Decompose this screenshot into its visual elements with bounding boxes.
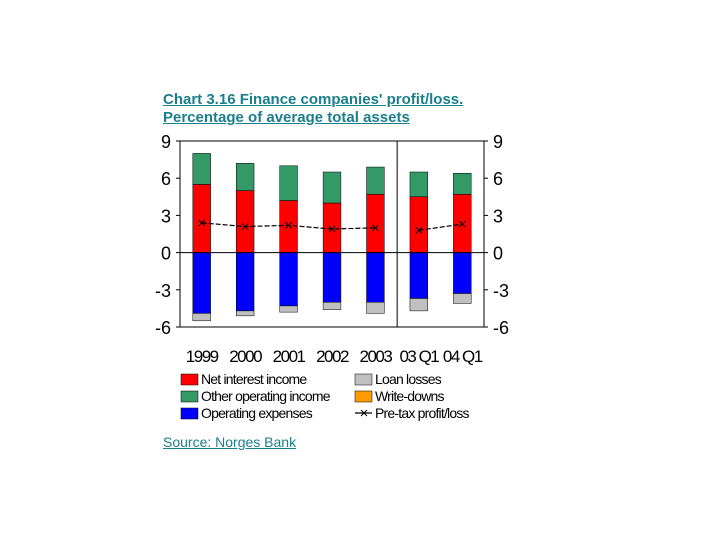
legend-label: Pre-tax profit/loss — [375, 405, 470, 421]
chart-title-line-1: Chart 3.16 Finance companies' profit/los… — [163, 91, 464, 108]
y-tick-label-left: 9 — [161, 132, 171, 152]
x-category-label: 03 Q1 — [399, 347, 439, 366]
source-note: Source: Norges Bank — [163, 434, 297, 450]
pre-tax-profit-point — [241, 223, 249, 230]
bar-operating-expenses — [366, 252, 385, 303]
bar-loan-losses — [235, 310, 255, 317]
bar-loan-losses — [192, 313, 211, 322]
y-tick-label-right: 0 — [493, 244, 503, 264]
pre-tax-profit-point — [328, 225, 336, 233]
bar-operating-expenses — [192, 252, 211, 314]
bar-operating-expenses — [322, 252, 342, 303]
bar-loan-losses — [453, 293, 472, 304]
bar-operating-expenses — [453, 252, 472, 294]
legend-swatch — [180, 390, 199, 403]
y-tick-label-left: 0 — [161, 244, 171, 264]
bar-net-interest-income — [235, 190, 255, 253]
chart-title: Chart 3.16 Finance companies' profit/los… — [163, 91, 463, 127]
y-tick-label-right: 9 — [493, 132, 503, 152]
legend-swatch — [180, 407, 199, 420]
y-tick-label-right: 6 — [493, 169, 503, 189]
y-tick-label-right: -6 — [493, 318, 509, 338]
y-tick-label-left: -6 — [155, 318, 171, 338]
bar-net-interest-income — [279, 200, 298, 253]
pre-tax-profit-point — [198, 219, 206, 227]
y-tick-label-right: 3 — [493, 206, 503, 226]
pre-tax-profit-line — [418, 223, 463, 231]
legend-label: Other operating income — [201, 388, 331, 404]
bar-loan-losses — [366, 301, 385, 314]
bar-net-interest-income — [366, 194, 385, 253]
bar-operating-expenses — [279, 252, 298, 307]
bar-loan-losses — [279, 305, 298, 313]
bar-operating-expenses — [235, 252, 255, 312]
plot-frame — [179, 140, 485, 328]
legend-label: Loan losses — [375, 371, 442, 387]
y-tick-label-left: -3 — [155, 281, 171, 301]
x-category-label: 2003 — [360, 347, 393, 366]
x-category-label: 2000 — [229, 347, 262, 366]
bar-other-operating-income — [279, 165, 298, 201]
bar-other-operating-income — [192, 153, 211, 185]
legend-line-marker — [360, 409, 368, 417]
bar-loan-losses — [409, 298, 429, 312]
legend-label: Operating expenses — [201, 405, 313, 421]
legend-swatch — [354, 373, 373, 386]
legend-swatch — [354, 390, 373, 403]
y-tick-label-left: 6 — [161, 169, 171, 189]
legend-swatch — [180, 373, 199, 386]
x-category-label: 2001 — [273, 347, 306, 366]
x-category-label: 2002 — [316, 347, 349, 366]
x-category-label: 04 Q1 — [443, 347, 483, 366]
pre-tax-profit-point — [458, 220, 466, 228]
x-category-label: 1999 — [186, 347, 219, 366]
legend-label: Write-downs — [375, 388, 445, 404]
chart-title-line-2: Percentage of average total assets — [163, 109, 410, 126]
pre-tax-profit-point — [415, 226, 423, 234]
bar-other-operating-income — [409, 171, 429, 198]
bar-other-operating-income — [453, 172, 472, 195]
bar-operating-expenses — [409, 252, 429, 299]
bar-other-operating-income — [322, 171, 342, 204]
bar-net-interest-income — [192, 184, 211, 253]
pre-tax-profit-point — [372, 224, 379, 232]
bar-other-operating-income — [366, 166, 385, 195]
pre-tax-profit-point — [285, 221, 292, 229]
legend-label: Net interest income — [201, 371, 307, 387]
y-tick-label-left: 3 — [161, 206, 171, 226]
y-tick-label-right: -3 — [493, 281, 509, 301]
bar-net-interest-income — [322, 202, 342, 253]
bar-other-operating-income — [235, 163, 255, 191]
bar-loan-losses — [322, 301, 342, 310]
bar-net-interest-income — [409, 196, 429, 253]
